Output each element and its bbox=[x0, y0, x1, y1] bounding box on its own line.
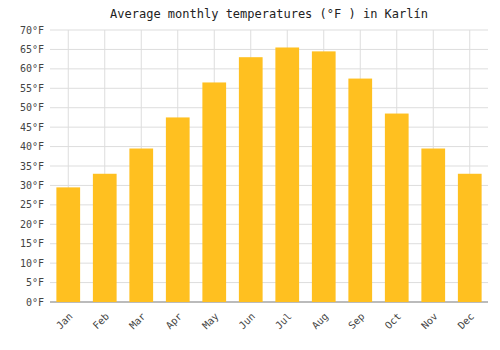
y-tick-label: 55°F bbox=[20, 83, 44, 94]
y-tick-label: 0°F bbox=[26, 297, 44, 308]
x-tick-label: Mar bbox=[127, 311, 148, 332]
bar bbox=[129, 149, 153, 302]
bar bbox=[385, 114, 409, 302]
x-tick-label: Apr bbox=[164, 311, 185, 332]
bars bbox=[56, 47, 481, 302]
x-tick-label: Jan bbox=[54, 311, 75, 332]
y-tick-label: 20°F bbox=[20, 219, 44, 230]
y-tick-label: 10°F bbox=[20, 258, 44, 269]
x-tick-label: Nov bbox=[419, 311, 440, 332]
bar bbox=[239, 57, 263, 302]
x-tick-label: Sep bbox=[346, 311, 367, 332]
y-tick-label: 65°F bbox=[20, 44, 44, 55]
y-tick-label: 70°F bbox=[20, 25, 44, 36]
bar bbox=[348, 79, 372, 302]
x-tick-label: Feb bbox=[91, 311, 112, 332]
y-grid-line bbox=[50, 30, 488, 31]
bar bbox=[421, 149, 445, 302]
bar bbox=[458, 174, 482, 302]
bar bbox=[275, 47, 299, 302]
chart-container: 0°F 5°F 10°F 15°F 20°F 25°F 30°F 35°F 40°F 45°F 50… bbox=[0, 0, 500, 350]
x-tick-label: Oct bbox=[383, 311, 404, 332]
chart: 0°F 5°F 10°F 15°F 20°F 25°F 30°F 35°F 40°F 45°F 50… bbox=[0, 0, 500, 350]
y-tick-label: 60°F bbox=[20, 63, 44, 74]
axes: 0°F 5°F 10°F 15°F 20°F 25°F 30°F 35°F 40°F 45°F 50… bbox=[20, 25, 488, 332]
bar bbox=[166, 117, 190, 302]
y-tick-label: 25°F bbox=[20, 199, 44, 210]
y-grid-line bbox=[50, 127, 488, 128]
x-tick-label: May bbox=[200, 311, 221, 332]
x-tick-label: Aug bbox=[310, 311, 331, 332]
y-tick-label: 15°F bbox=[20, 238, 44, 249]
y-grid-line bbox=[50, 49, 488, 50]
bar bbox=[93, 174, 117, 302]
bar bbox=[202, 82, 226, 302]
y-grid-line bbox=[50, 107, 488, 108]
title: Average monthly temperatures (°F ) in Ka… bbox=[110, 7, 428, 21]
y-grid-line bbox=[50, 88, 488, 89]
grid bbox=[50, 30, 488, 302]
y-grid-line bbox=[50, 146, 488, 147]
y-tick-label: 40°F bbox=[20, 141, 44, 152]
y-tick-label: 50°F bbox=[20, 102, 44, 113]
x-tick-label: Dec bbox=[456, 311, 477, 332]
y-tick-label: 35°F bbox=[20, 161, 44, 172]
bar bbox=[312, 51, 336, 302]
y-tick-label: 45°F bbox=[20, 122, 44, 133]
y-tick-label: 30°F bbox=[20, 180, 44, 191]
x-tick-label: Jun bbox=[237, 311, 258, 332]
y-grid-line bbox=[50, 68, 488, 69]
x-tick-label: Jul bbox=[273, 311, 294, 332]
y-tick-label: 5°F bbox=[26, 277, 44, 288]
bar bbox=[56, 187, 80, 302]
